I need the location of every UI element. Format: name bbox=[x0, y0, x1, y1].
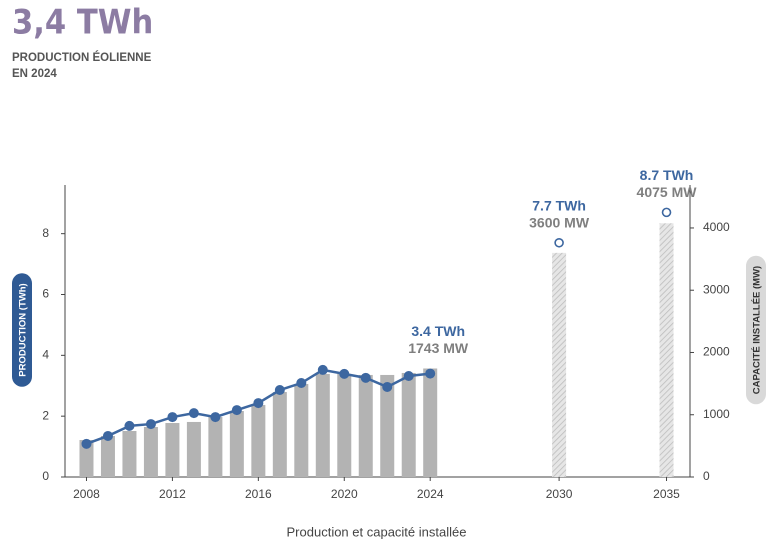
header-value: 3,4 TWh bbox=[12, 3, 153, 43]
point bbox=[102, 430, 113, 441]
bar bbox=[229, 411, 244, 477]
bar bbox=[659, 223, 674, 477]
data-label: 1743 MW bbox=[408, 340, 469, 356]
point bbox=[210, 412, 221, 423]
axis-label-pill: CAPACITÉ INSTALLÉE (MW) bbox=[746, 255, 766, 405]
bar bbox=[186, 421, 201, 477]
data-label: 3600 MW bbox=[529, 214, 590, 230]
data-label: 7.7 TWh bbox=[532, 197, 586, 213]
point bbox=[188, 408, 199, 419]
y2-tick-label: 1000 bbox=[703, 407, 730, 421]
point bbox=[317, 364, 328, 375]
bar bbox=[358, 374, 373, 477]
y-tick-label: 4 bbox=[42, 348, 49, 362]
point bbox=[339, 368, 350, 379]
point bbox=[167, 412, 178, 423]
point bbox=[661, 207, 672, 218]
y-tick-label: 2 bbox=[42, 408, 49, 422]
data-label: 3.4 TWh bbox=[411, 323, 465, 339]
axis-label: CAPACITÉ INSTALLÉE (MW) bbox=[752, 266, 763, 394]
point bbox=[554, 237, 564, 248]
bar bbox=[401, 372, 416, 477]
bar bbox=[272, 392, 287, 477]
bar bbox=[315, 373, 330, 477]
y2-tick-label: 0 bbox=[703, 469, 710, 483]
point bbox=[253, 398, 264, 409]
pill-background bbox=[12, 273, 32, 387]
bar bbox=[122, 430, 137, 477]
header-caption: EN 2024 bbox=[12, 68, 57, 80]
y2-tick-label: 2000 bbox=[703, 345, 730, 359]
x-tick-label: 2008 bbox=[73, 487, 100, 501]
point bbox=[403, 371, 414, 382]
data-label: 8.7 TWh bbox=[640, 167, 694, 183]
point bbox=[296, 378, 307, 389]
bar bbox=[100, 435, 115, 477]
x-tick-label: 2030 bbox=[546, 487, 573, 501]
bar bbox=[208, 416, 223, 477]
header-caption: PRODUCTION ÉOLIENNE bbox=[12, 51, 152, 64]
bar bbox=[337, 373, 352, 477]
point bbox=[382, 381, 393, 392]
bar bbox=[423, 368, 438, 477]
pill-background bbox=[746, 255, 766, 405]
data-label: 4075 MW bbox=[637, 184, 698, 200]
bar bbox=[143, 427, 158, 477]
y-tick-label: 6 bbox=[42, 287, 49, 301]
point bbox=[124, 420, 135, 431]
x-tick-label: 2024 bbox=[417, 487, 444, 501]
y-tick-label: 8 bbox=[42, 226, 49, 240]
point bbox=[231, 405, 242, 416]
bar bbox=[251, 404, 266, 477]
y2-tick-label: 3000 bbox=[703, 282, 730, 296]
x-tick-label: 2016 bbox=[245, 487, 272, 501]
chart: 0 2 4 6 8 0 1000 2000 3000 4000 2008 2012 2016 2020 20… bbox=[12, 167, 766, 539]
point bbox=[274, 385, 285, 396]
y2-tick-label: 4000 bbox=[703, 220, 730, 234]
bar bbox=[552, 252, 567, 477]
bar bbox=[294, 383, 309, 477]
bar bbox=[380, 374, 395, 477]
bar bbox=[165, 423, 180, 477]
axis-label: PRODUCTION (TWh) bbox=[18, 283, 29, 376]
point bbox=[81, 438, 92, 449]
x-axis-label: Production et capacité installée bbox=[287, 524, 467, 539]
point bbox=[145, 419, 156, 430]
point bbox=[425, 368, 436, 379]
axis-label-pill: PRODUCTION (TWh) bbox=[12, 273, 32, 387]
point bbox=[360, 372, 371, 383]
x-tick-label: 2020 bbox=[331, 487, 358, 501]
bar bbox=[79, 440, 94, 477]
x-tick-label: 2035 bbox=[653, 487, 680, 501]
x-tick-label: 2012 bbox=[159, 487, 186, 501]
y-tick-label: 0 bbox=[42, 469, 49, 483]
